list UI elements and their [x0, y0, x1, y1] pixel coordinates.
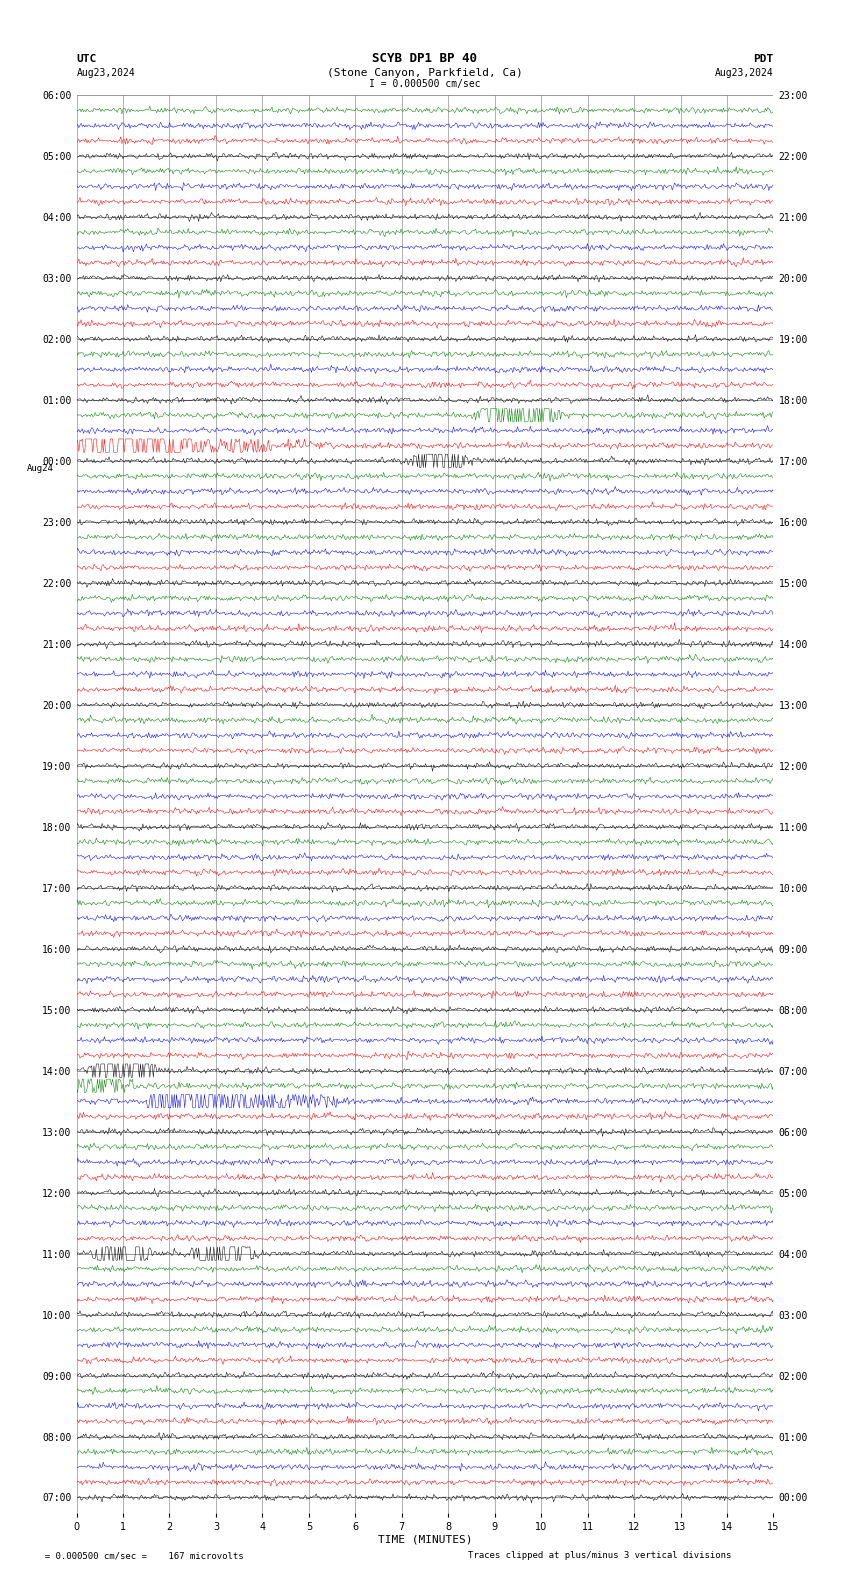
X-axis label: TIME (MINUTES): TIME (MINUTES) — [377, 1535, 473, 1544]
Text: Traces clipped at plus/minus 3 vertical divisions: Traces clipped at plus/minus 3 vertical … — [468, 1551, 731, 1560]
Text: UTC: UTC — [76, 54, 97, 63]
Text: Aug23,2024: Aug23,2024 — [715, 68, 774, 78]
Text: PDT: PDT — [753, 54, 774, 63]
Text: (Stone Canyon, Parkfield, Ca): (Stone Canyon, Parkfield, Ca) — [327, 68, 523, 78]
Text: SCYB DP1 BP 40: SCYB DP1 BP 40 — [372, 52, 478, 65]
Text: = 0.000500 cm/sec =    167 microvolts: = 0.000500 cm/sec = 167 microvolts — [34, 1551, 244, 1560]
Text: Aug24: Aug24 — [26, 464, 54, 474]
Text: Aug23,2024: Aug23,2024 — [76, 68, 135, 78]
Text: I = 0.000500 cm/sec: I = 0.000500 cm/sec — [369, 79, 481, 89]
